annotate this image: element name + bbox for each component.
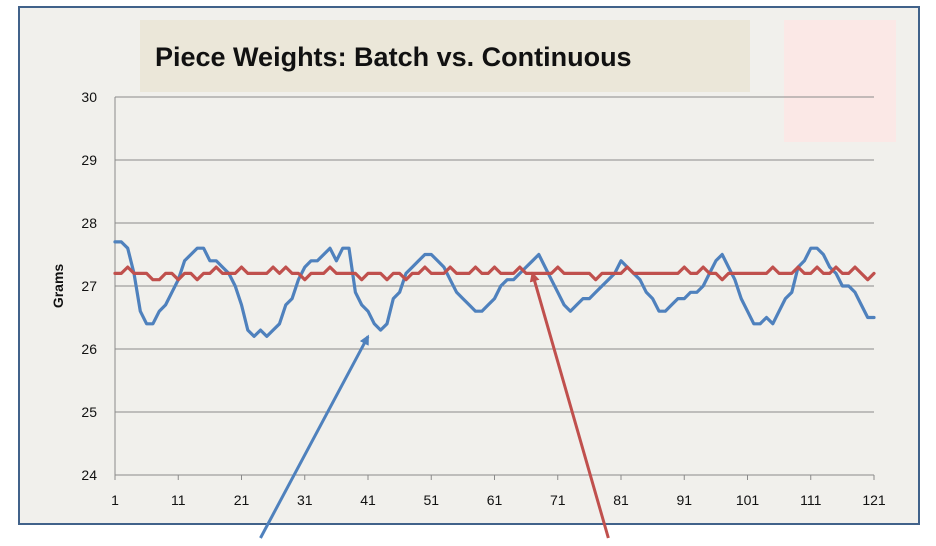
y-tick-label-6: 30 <box>81 89 97 105</box>
x-tick-label-3: 31 <box>297 492 313 508</box>
annotation-arrow-0 <box>259 334 370 539</box>
y-axis-ticks: 24 25 26 27 28 29 30 <box>81 89 97 483</box>
x-tick-label-11: 111 <box>800 492 821 508</box>
x-tick-label-0: 1 <box>111 492 119 508</box>
y-tick-label-5: 29 <box>81 152 97 168</box>
series-line-1 <box>113 265 876 282</box>
x-tick-label-7: 71 <box>550 492 566 508</box>
chart-frame <box>18 6 920 525</box>
x-tick-label-12: 121 <box>862 492 886 508</box>
x-axis-ticks: 1 11 21 31 41 51 61 71 81 91 101 111 121 <box>111 492 886 508</box>
annotation-arrows <box>259 271 610 539</box>
annotation-arrow-1 <box>529 271 610 539</box>
x-tick-label-6: 61 <box>487 492 503 508</box>
y-tick-label-2: 26 <box>81 341 97 357</box>
x-tick-label-4: 41 <box>360 492 376 508</box>
x-tick-label-10: 101 <box>736 492 760 508</box>
y-axis-label: Grams <box>50 264 66 309</box>
x-tick-label-8: 81 <box>613 492 629 508</box>
y-tick-label-4: 28 <box>81 215 97 231</box>
x-tick-label-1: 11 <box>171 492 186 508</box>
y-tick-label-1: 25 <box>81 404 97 420</box>
x-tick-label-5: 51 <box>423 492 439 508</box>
x-tick-label-2: 21 <box>234 492 250 508</box>
title-box <box>140 20 750 92</box>
series-line-0 <box>113 240 876 338</box>
y-tick-label-3: 27 <box>81 278 97 294</box>
pink-highlight-box <box>784 20 896 142</box>
series-lines <box>113 240 876 338</box>
chart-title: Piece Weights: Batch vs. Continuous <box>155 42 632 72</box>
x-tick-label-9: 91 <box>676 492 692 508</box>
y-tick-label-0: 24 <box>81 467 97 483</box>
gridlines <box>114 96 875 480</box>
